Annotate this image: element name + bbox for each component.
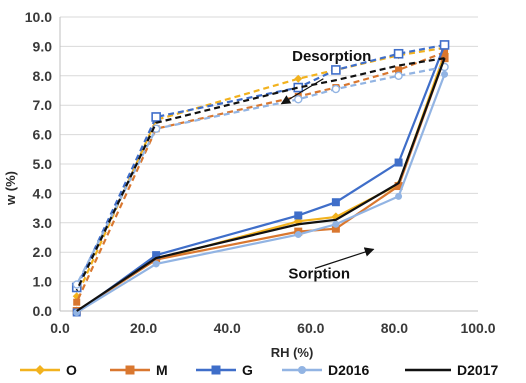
x-axis-label: RH (%) [271,345,314,360]
data-point [151,112,161,122]
legend: O M G D2016 D2017 [20,362,498,378]
data-point [294,95,303,104]
legend-item-g: G [196,362,253,378]
x-tick-label: 0.0 [50,320,70,336]
desorption-line [75,65,445,286]
y-tick-label: 0.0 [33,303,53,319]
sorption-arrow [314,247,375,269]
desorption-line [75,51,445,303]
data-point [331,84,341,94]
legend-label: M [156,362,168,378]
data-point [394,158,403,167]
series-group [71,40,450,317]
data-point [393,48,404,59]
data-point [331,198,340,207]
legend-label: G [242,362,253,378]
data-point [152,260,160,268]
x-tick-labels: 0.0 20.0 40.0 60.0 80.0 100.0 [50,320,495,336]
desorption-arrow [280,78,324,105]
x-tick-label: 20.0 [130,320,157,336]
desorption-annotation: Desorption [292,48,371,65]
legend-item-o: O [20,362,77,378]
y-tick-label: 2.0 [33,244,53,260]
legend-item-d2017: D2017 [405,362,498,378]
legend-label: D2017 [457,362,498,378]
data-point [294,74,303,83]
y-tick-labels: 0.0 1.0 2.0 3.0 4.0 5.0 6.0 7.0 8.0 9.0 10.0 [25,9,52,319]
desorption-line [75,46,445,297]
y-tick-label: 3.0 [33,215,53,231]
axes [59,17,478,312]
y-tick-label: 9.0 [33,38,53,54]
x-tick-label: 60.0 [297,320,324,336]
data-point [294,211,303,220]
data-point [332,220,340,228]
desorption-line [75,57,445,291]
gridlines [60,16,478,312]
x-tick-label: 100.0 [460,320,495,336]
data-point [298,366,306,374]
y-tick-label: 7.0 [33,97,53,113]
data-point [439,40,450,50]
data-point [294,231,302,239]
data-point [441,70,449,78]
sorption-annotation: Sorption [288,266,350,283]
y-tick-label: 10.0 [25,9,52,25]
data-point [35,365,45,375]
sorption-line [76,44,446,314]
data-point [394,71,403,81]
data-point [331,65,341,75]
data-point [211,365,221,375]
y-axis-label: w (%) [3,171,18,206]
y-tick-label: 4.0 [33,185,53,201]
legend-label: O [66,362,77,378]
y-tick-label: 5.0 [33,156,53,172]
annotations: Desorption Sorption [280,48,375,283]
sorption-line [76,57,446,312]
y-tick-label: 1.0 [33,274,53,290]
y-tick-label: 8.0 [33,68,53,84]
x-tick-label: 80.0 [381,320,408,336]
series-d2016 [72,62,449,316]
data-point [73,298,81,306]
series-d2017 [75,57,446,312]
x-tick-label: 40.0 [214,320,241,336]
data-point [125,365,135,375]
desorption-line [75,43,445,288]
y-tick-label: 6.0 [33,127,53,143]
legend-item-d2016: D2016 [282,362,369,378]
sorption-line [76,73,446,314]
legend-item-m: M [110,362,168,378]
legend-label: D2016 [328,362,369,378]
data-point [395,192,403,200]
